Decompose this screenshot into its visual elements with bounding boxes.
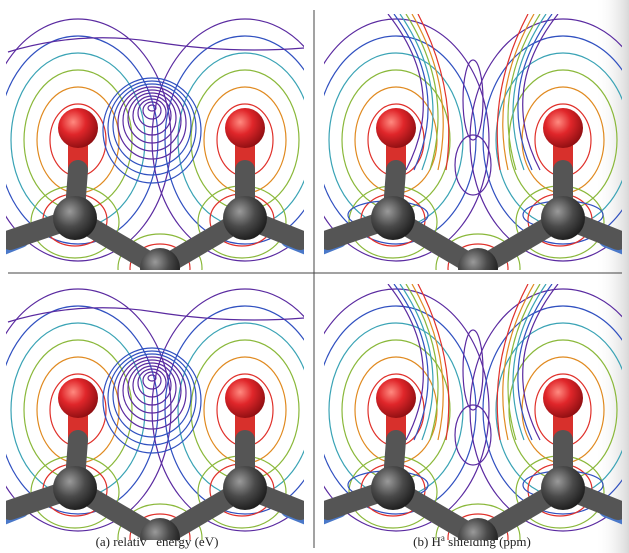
atom-c — [371, 466, 415, 510]
panel — [303, 284, 629, 553]
atom-o — [376, 378, 416, 418]
panel — [0, 19, 338, 302]
atom-o — [225, 108, 265, 148]
atom-c — [458, 248, 498, 288]
panel — [0, 289, 338, 553]
atom-c — [541, 466, 585, 510]
atom-o — [58, 108, 98, 148]
atom-c — [223, 196, 267, 240]
contour — [8, 38, 304, 52]
page: (a) relativ energy (eV) (b) Ha shielding… — [0, 0, 629, 553]
atom-o — [225, 378, 265, 418]
atom-o — [543, 108, 583, 148]
atom-c — [223, 466, 267, 510]
panel — [303, 14, 629, 302]
atom-o — [543, 378, 583, 418]
atom-c — [53, 466, 97, 510]
caption-part: (b) H — [413, 534, 441, 549]
contour — [8, 308, 304, 322]
atom-c — [371, 196, 415, 240]
figure: (a) relativ energy (eV) (b) Ha shielding… — [0, 0, 629, 553]
atom-c — [541, 196, 585, 240]
atom-o — [58, 378, 98, 418]
atom-c — [140, 248, 180, 288]
atom-c — [53, 196, 97, 240]
atom-o — [376, 108, 416, 148]
